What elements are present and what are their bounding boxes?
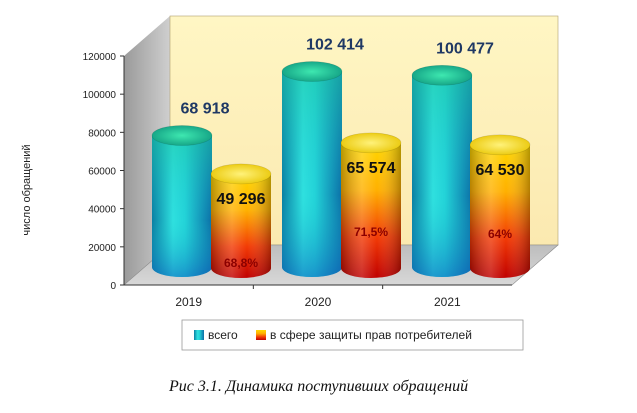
y-tick-label: 60000 [88,167,116,178]
bar-consumer [210,163,272,278]
y-tick-label: 100000 [83,90,117,101]
legend-label-consumer: в сфере защиты прав потребителей [270,328,472,342]
bar-total [151,125,213,277]
bar-total-top [411,64,473,86]
x-tick-label: 2021 [434,295,461,309]
x-ticks: 2019 2020 2021 [175,285,461,309]
bar-total-shade [282,71,342,277]
y-tick-label: 120000 [83,52,117,63]
data-labels: 68 918 49 296 68,8% 102 414 65 574 71,5% 100 4… [181,37,525,270]
y-axis-label: число обращений [21,144,33,235]
legend-label-total: всего [208,328,238,342]
bar-consumer-shade [470,144,530,278]
bar-consumer [469,134,531,278]
data-label-percent: 68,8% [224,256,258,270]
figure-caption: Рис 3.1. Динамика поступивших обращений [168,378,469,395]
y-tick-label: 20000 [88,243,116,254]
bar-consumer-shade [341,142,401,278]
bar-total-top [151,125,213,146]
data-label-consumer: 65 574 [347,160,396,177]
data-label-consumer: 49 296 [217,191,266,208]
bar-consumer-shade [211,173,271,278]
legend-swatch-consumer [256,330,266,340]
legend: всего в сфере защиты прав потребителей [181,319,524,351]
y-tick-label: 80000 [88,128,116,139]
data-label-total: 68 918 [181,100,230,117]
bar-total-top [281,61,343,82]
data-label-total: 102 414 [306,37,364,54]
x-tick-label: 2020 [305,295,332,309]
bar-consumer-top [469,134,531,156]
y-ticks: 0 20000 40000 60000 80000 100000 120000 [83,52,124,292]
bar-total-shade [152,135,212,277]
bar-consumer-top [340,132,402,154]
data-label-total: 100 477 [436,40,494,57]
legend-swatch-total [194,330,204,340]
data-label-percent: 71,5% [354,225,388,239]
bar-consumer-top [210,163,272,185]
y-tick-label: 40000 [88,205,116,216]
bar-total [281,61,343,277]
bars [151,61,531,278]
bar-total [411,64,473,277]
y-tick-label: 0 [110,281,116,292]
x-tick-label: 2019 [175,295,202,309]
data-label-consumer: 64 530 [476,162,525,179]
bar-total-shade [412,75,472,277]
data-label-percent: 64% [488,227,512,241]
legend-box [181,319,524,351]
bar-consumer [340,132,402,278]
